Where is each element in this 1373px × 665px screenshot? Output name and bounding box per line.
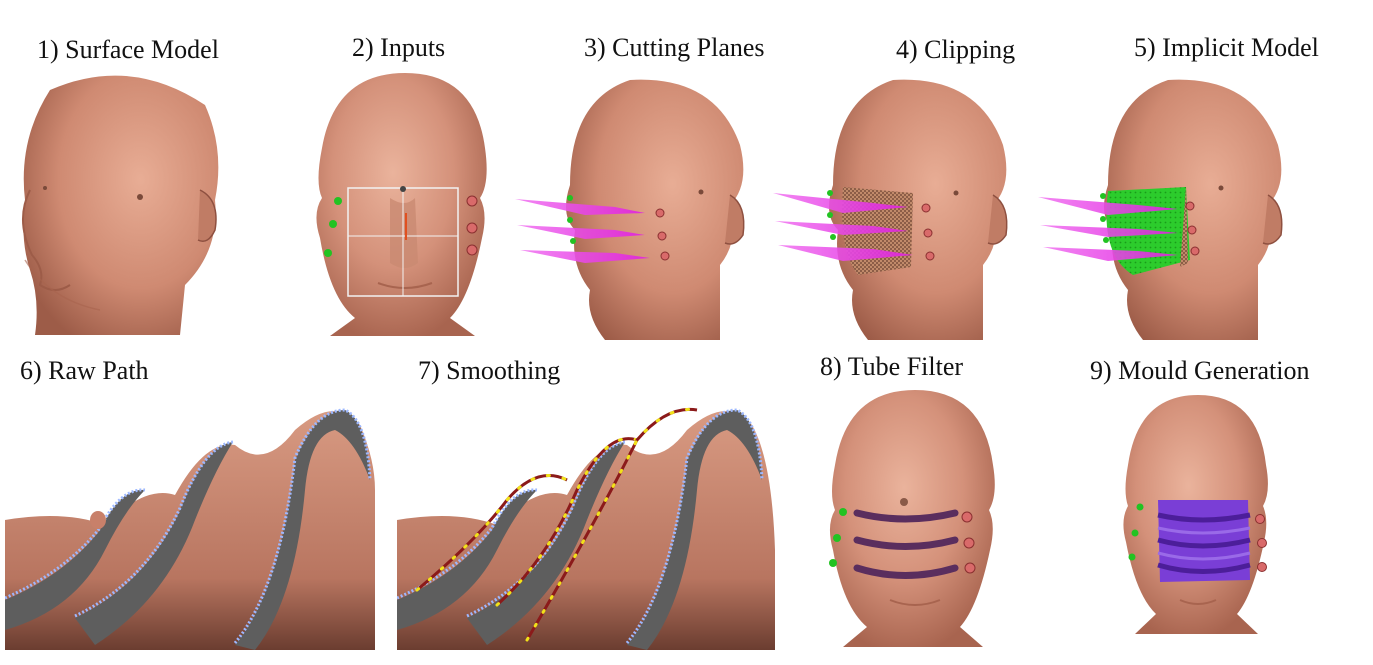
panel-label-surface-model: 1) Surface Model: [37, 35, 219, 64]
cross-section: [5, 489, 145, 630]
red-marker: [466, 222, 478, 234]
cross-section: [75, 442, 233, 645]
panel-raw-path: [5, 400, 375, 650]
panel-label-clipping: 4) Clipping: [896, 35, 1016, 64]
panel-label-cutting-planes: 3) Cutting Planes: [584, 33, 765, 62]
panel-label-mould-generation: 9) Mould Generation: [1090, 356, 1310, 385]
head-tube-filter-figure: [829, 390, 995, 647]
green-marker: [324, 249, 332, 257]
smoothed-path-line: [495, 437, 638, 607]
panel-mould-generation: [1110, 390, 1285, 650]
panel-cutting-planes: [515, 75, 765, 345]
raw-path-line: [5, 488, 146, 600]
green-marker: [334, 197, 342, 205]
cutting-plane: [515, 199, 645, 215]
panel-surface-model: [10, 70, 240, 340]
cutting-plane: [517, 225, 645, 239]
smoothing-figure: [397, 407, 775, 650]
panel-label-implicit-model: 5) Implicit Model: [1134, 33, 1319, 62]
red-marker: [466, 195, 478, 207]
head-mould-generation-figure: [1123, 395, 1268, 634]
head-surface-model-figure: [21, 75, 219, 336]
cutting-plane: [520, 250, 650, 263]
panel-label-raw-path: 6) Raw Path: [20, 356, 149, 385]
raw-path-figure: [5, 408, 375, 650]
panel-label-tube-filter: 8) Tube Filter: [820, 352, 964, 381]
head-inputs-figure: [316, 73, 487, 336]
panel-tube-filter: [815, 385, 1015, 660]
raw-path-line: [74, 440, 234, 618]
tube: [853, 564, 959, 579]
panel-inputs: [300, 68, 510, 353]
tube: [853, 509, 959, 523]
green-marker: [329, 220, 337, 228]
red-marker: [466, 244, 478, 256]
cross-section: [235, 410, 370, 650]
panel-smoothing: [397, 400, 777, 650]
panel-clipping: [773, 75, 1028, 345]
panel-label-inputs: 2) Inputs: [352, 33, 446, 62]
head-clipping-figure: [773, 79, 1008, 341]
panel-implicit-model: [1038, 75, 1308, 345]
raw-path-line: [233, 408, 372, 644]
panel-label-smoothing: 7) Smoothing: [418, 356, 561, 385]
head-cutting-planes-figure: [515, 79, 745, 341]
tube: [853, 536, 959, 550]
head-implicit-model-figure: [1038, 79, 1283, 341]
